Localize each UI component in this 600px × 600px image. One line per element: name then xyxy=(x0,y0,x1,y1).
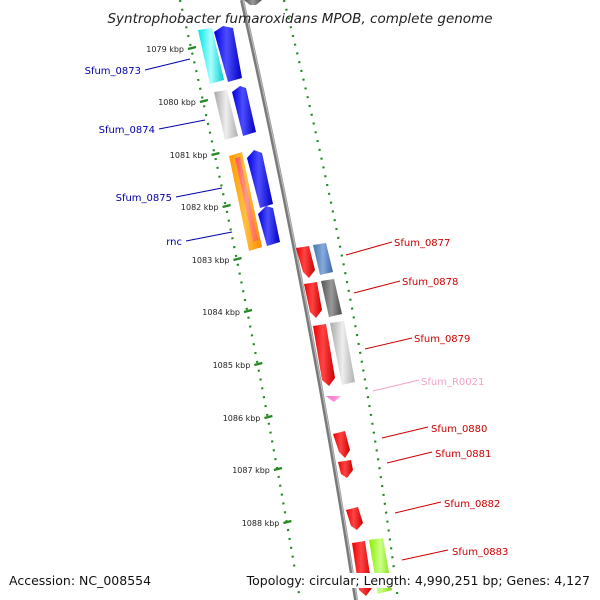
leader-line xyxy=(345,241,393,256)
major-tick xyxy=(283,519,292,525)
gene-label-sfum-0874[interactable]: Sfum_0874 xyxy=(99,125,155,136)
kbp-label: 1082 kbp xyxy=(181,203,219,212)
gene-sfum-0874-cds[interactable] xyxy=(214,90,238,140)
leader-line xyxy=(175,187,223,198)
kbp-label: 1081 kbp xyxy=(170,151,208,160)
kbp-label: 1080 kbp xyxy=(158,98,196,107)
gene-rnc-arrow[interactable] xyxy=(258,206,280,246)
gene-sfum-0875-arrow[interactable] xyxy=(247,150,273,208)
gene-label-sfum-0875[interactable]: Sfum_0875 xyxy=(116,193,172,204)
leader-line xyxy=(372,379,420,392)
leader-line xyxy=(353,280,401,294)
gene-sfum-0877-cds[interactable] xyxy=(313,243,333,275)
gene-sfum-0877-arrow[interactable] xyxy=(296,246,315,278)
gene-label-sfum-0883[interactable]: Sfum_0883 xyxy=(452,547,508,558)
right-gene-labels: Sfum_0877 Sfum_0878 Sfum_0879 Sfum_R0021… xyxy=(345,238,508,561)
leader-line xyxy=(158,119,206,130)
reverse-strand-genes xyxy=(198,0,280,251)
gene-sfum-r0021[interactable] xyxy=(326,396,341,402)
gene-label-sfum-0873[interactable]: Sfum_0873 xyxy=(85,66,141,77)
gene-sfum-0882-arrow[interactable] xyxy=(346,507,363,530)
gene-label-sfum-0879[interactable]: Sfum_0879 xyxy=(414,334,470,345)
kbp-label: 1083 kbp xyxy=(192,256,230,265)
leader-line xyxy=(401,549,449,561)
kbp-label: 1079 kbp xyxy=(146,45,184,54)
gene-label-sfum-r0021[interactable]: Sfum_R0021 xyxy=(421,377,484,388)
gene-label-sfum-0878[interactable]: Sfum_0878 xyxy=(402,277,458,288)
gene-sfum-0879-cds[interactable] xyxy=(330,321,355,385)
leader-line xyxy=(364,337,413,350)
leader-line xyxy=(185,231,233,242)
gene-sfum-0878-cds[interactable] xyxy=(321,279,342,317)
kbp-label: 1084 kbp xyxy=(202,308,240,317)
leader-line xyxy=(381,426,429,439)
major-tick xyxy=(243,308,253,314)
gene-label-sfum-0881[interactable]: Sfum_0881 xyxy=(435,449,491,460)
major-tick xyxy=(254,361,263,367)
major-tick xyxy=(222,203,231,209)
gene-sfum-0874-arrow[interactable] xyxy=(232,86,256,136)
gene-sfum-0879-arrow[interactable] xyxy=(313,324,335,386)
major-tick xyxy=(211,151,220,157)
kbp-tick-labels: 1079 kbp 1080 kbp 1081 kbp 1082 kbp 1083… xyxy=(146,45,279,528)
accession-text: Accession: NC_008554 xyxy=(9,573,152,588)
major-tick xyxy=(187,45,197,51)
leader-line xyxy=(386,451,433,464)
gene-label-rnc[interactable]: rnc xyxy=(166,237,182,248)
left-gene-labels: Sfum_0873 Sfum_0874 Sfum_0875 rnc xyxy=(85,58,233,248)
gene-label-sfum-0880[interactable]: Sfum_0880 xyxy=(431,424,487,435)
page-title: Syntrophobacter fumaroxidans MPOB, compl… xyxy=(107,11,492,27)
kbp-label: 1088 kbp xyxy=(242,519,280,528)
genome-backbone-highlight xyxy=(242,0,358,600)
gene-label-sfum-0877[interactable]: Sfum_0877 xyxy=(394,238,450,249)
major-ticks xyxy=(187,45,292,525)
leader-line xyxy=(394,501,442,514)
kbp-label: 1086 kbp xyxy=(223,414,261,423)
gene-block-top-partial[interactable] xyxy=(244,0,262,5)
gene-sfum-0881-arrow[interactable] xyxy=(338,460,353,478)
forward-strand-genes xyxy=(296,243,392,596)
gene-sfum-0880-arrow[interactable] xyxy=(333,431,350,458)
gene-sfum-0878-arrow[interactable] xyxy=(304,282,322,318)
left-tick-track xyxy=(178,0,302,600)
gene-sfum-0873-cds[interactable] xyxy=(198,28,224,84)
major-tick xyxy=(273,466,283,472)
right-tick-track xyxy=(282,0,400,600)
genome-backbone xyxy=(240,0,358,600)
kbp-label: 1085 kbp xyxy=(213,361,251,370)
major-tick xyxy=(233,256,242,262)
gene-sfum-0875-inner[interactable] xyxy=(235,157,258,242)
topology-text: Topology: circular; Length: 4,990,251 bp… xyxy=(246,573,590,588)
major-tick xyxy=(199,98,209,104)
leader-line xyxy=(144,58,191,71)
gene-sfum-0873-arrow[interactable] xyxy=(214,26,242,82)
kbp-label: 1087 kbp xyxy=(232,466,270,475)
major-tick xyxy=(264,414,273,420)
gene-label-sfum-0882[interactable]: Sfum_0882 xyxy=(444,499,500,510)
